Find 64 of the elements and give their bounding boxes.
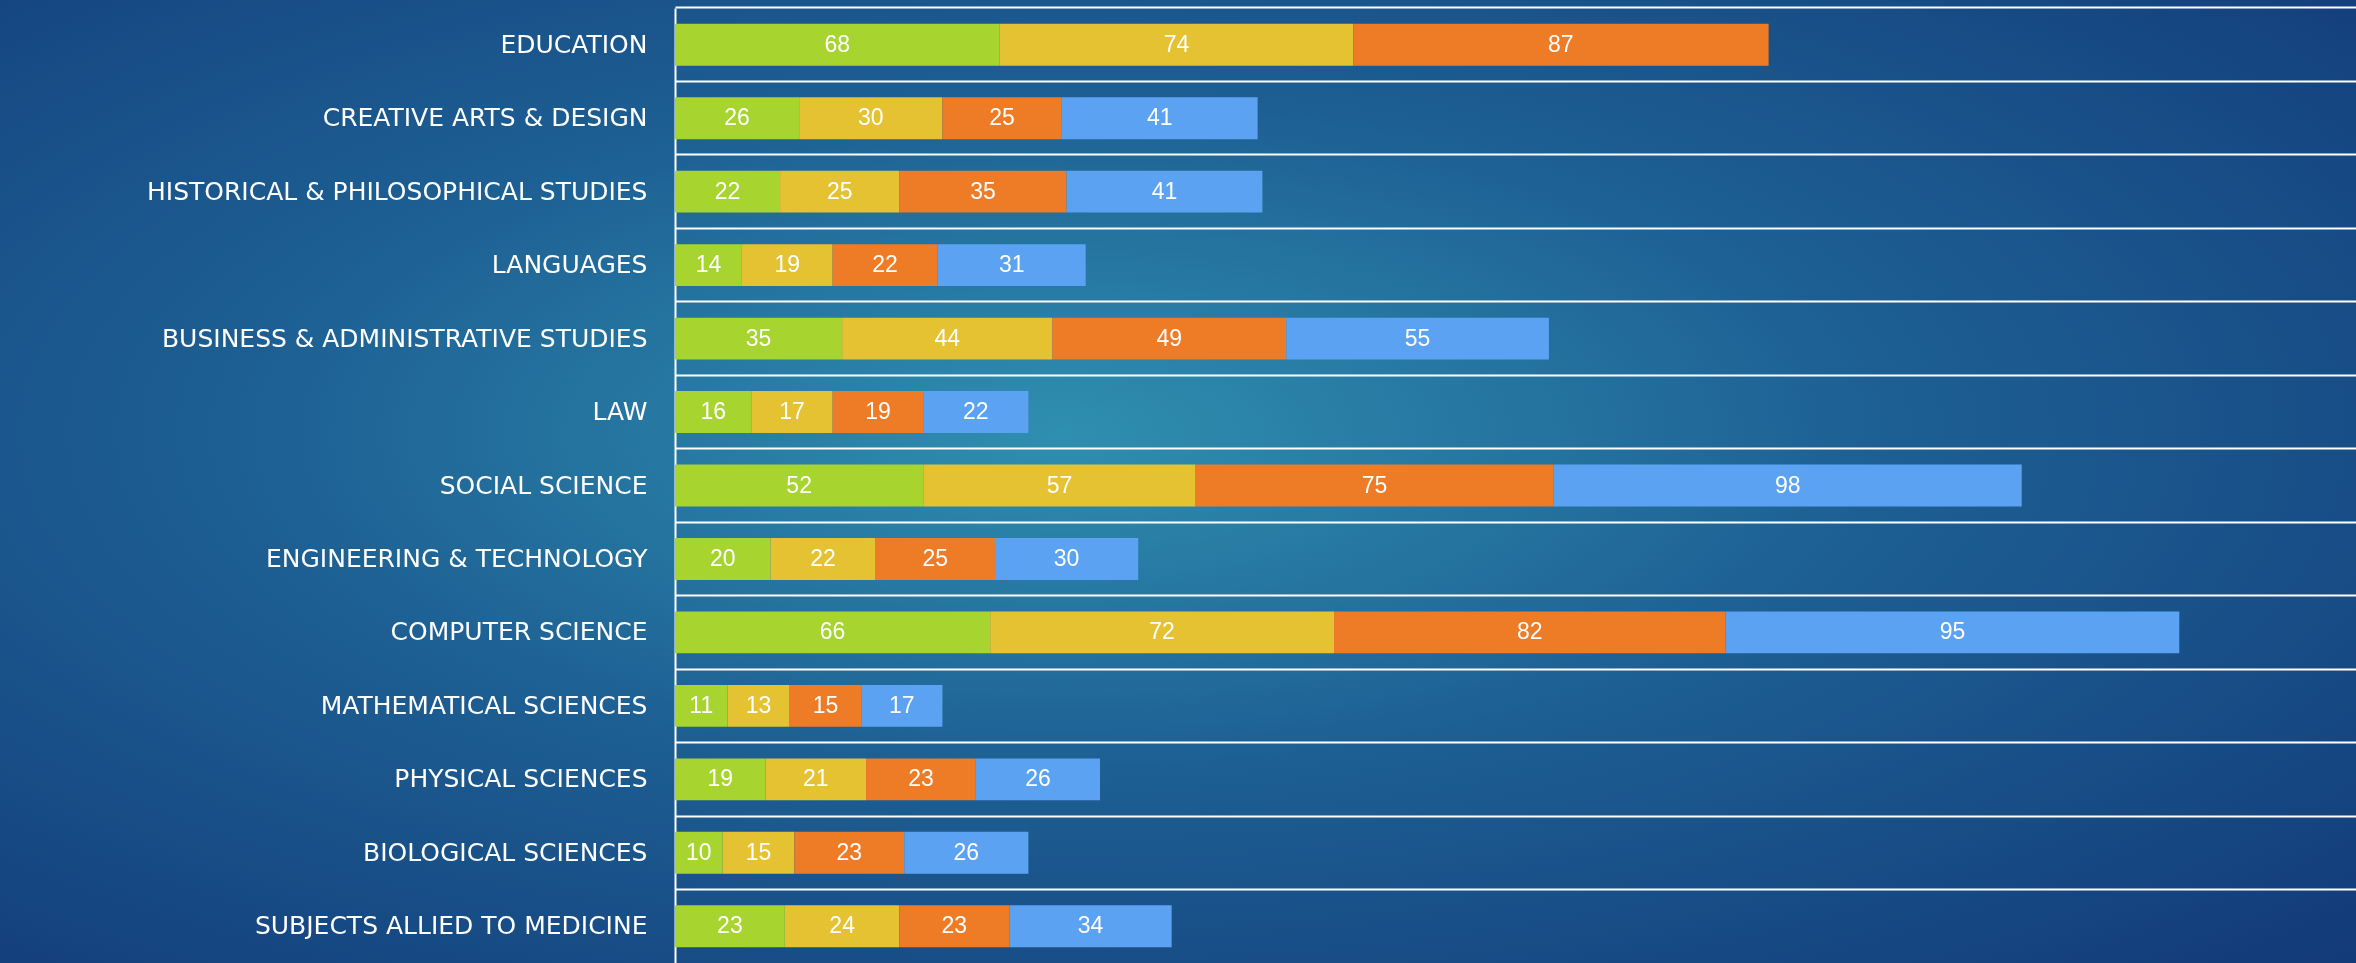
data-label: 13 xyxy=(745,691,772,718)
y-tick-label: EDUCATION xyxy=(500,29,648,59)
y-tick-label: SUBJECTS ALLIED TO MEDICINE xyxy=(254,911,648,941)
y-tick-label: SOCIAL SCIENCE xyxy=(439,470,648,500)
data-label: 22 xyxy=(810,544,836,571)
y-tick-label: MATHEMATICAL SCIENCES xyxy=(320,690,648,720)
data-label: 30 xyxy=(1053,544,1080,571)
data-label: 52 xyxy=(786,471,812,498)
data-label: 72 xyxy=(1149,618,1175,645)
data-label: 22 xyxy=(714,177,741,204)
data-label: 26 xyxy=(1025,765,1051,792)
data-label: 24 xyxy=(829,912,856,939)
data-label: 19 xyxy=(774,251,801,278)
data-label: 41 xyxy=(1146,104,1173,131)
data-label: 31 xyxy=(998,251,1025,278)
data-label: 19 xyxy=(707,765,734,792)
data-label: 66 xyxy=(819,618,846,645)
data-label: 30 xyxy=(858,104,884,131)
y-tick-label: ENGINEERING & TECHNOLOGY xyxy=(265,543,649,573)
data-label: 55 xyxy=(1404,324,1431,351)
data-label: 25 xyxy=(989,104,1015,131)
data-label: 82 xyxy=(1517,618,1543,645)
data-label: 26 xyxy=(953,838,980,865)
data-label: 35 xyxy=(745,324,772,351)
data-label: 23 xyxy=(717,912,743,939)
data-label: 26 xyxy=(724,104,750,131)
data-label: 68 xyxy=(824,30,851,57)
data-label: 20 xyxy=(709,544,736,571)
y-tick-label: HISTORICAL & PHILOSOPHICAL STUDIES xyxy=(146,176,648,206)
data-label: 23 xyxy=(908,765,934,792)
y-tick-label: BIOLOGICAL SCIENCES xyxy=(363,837,648,867)
data-label: 25 xyxy=(922,544,949,571)
data-label: 74 xyxy=(1163,30,1190,57)
data-label: 22 xyxy=(872,251,898,278)
y-tick-label: PHYSICAL SCIENCES xyxy=(394,764,648,794)
data-label: 22 xyxy=(963,398,989,425)
data-label: 35 xyxy=(970,177,996,204)
data-label: 14 xyxy=(695,251,722,278)
data-label: 34 xyxy=(1077,912,1104,939)
data-label: 23 xyxy=(836,838,863,865)
y-tick-label: BUSINESS & ADMINISTRATIVE STUDIES xyxy=(161,323,648,353)
data-label: 57 xyxy=(1046,471,1073,498)
data-label: 98 xyxy=(1774,471,1801,498)
y-tick-label: COMPUTER SCIENCE xyxy=(390,617,648,647)
data-label: 17 xyxy=(779,398,805,425)
data-label: 23 xyxy=(941,912,968,939)
y-tick-label: LANGUAGES xyxy=(491,250,648,280)
data-label: 11 xyxy=(689,691,714,718)
data-label: 21 xyxy=(803,765,829,792)
data-label: 16 xyxy=(700,398,726,425)
data-label: 15 xyxy=(812,691,839,718)
data-label: 87 xyxy=(1548,30,1574,57)
y-tick-label: LAW xyxy=(592,397,648,427)
data-label: 75 xyxy=(1361,471,1388,498)
data-label: 41 xyxy=(1151,177,1178,204)
data-label: 17 xyxy=(889,691,915,718)
data-label: 49 xyxy=(1156,324,1183,351)
data-label: 25 xyxy=(826,177,853,204)
data-label: 44 xyxy=(934,324,961,351)
data-label: 95 xyxy=(1939,618,1966,645)
data-label: 19 xyxy=(865,398,891,425)
data-label: 10 xyxy=(686,838,712,865)
y-tick-label: CREATIVE ARTS & DESIGN xyxy=(322,103,648,133)
data-label: 15 xyxy=(745,838,772,865)
